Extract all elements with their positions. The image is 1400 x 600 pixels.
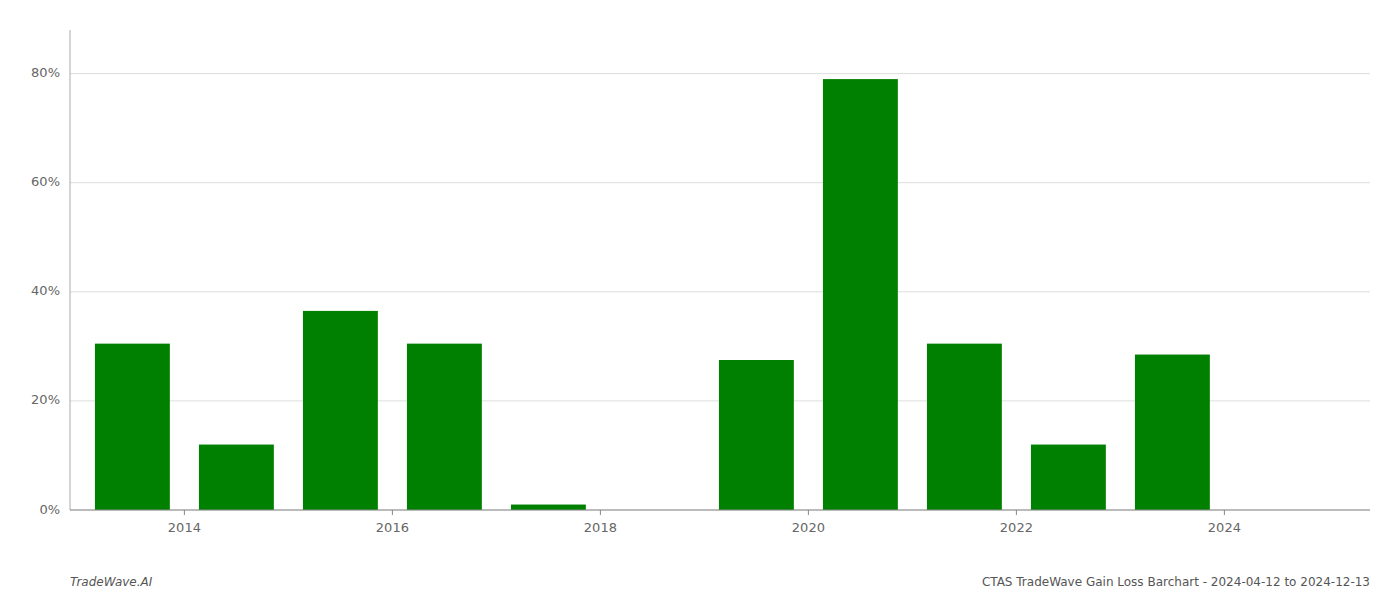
bar (1031, 445, 1106, 510)
bar (823, 79, 898, 510)
x-tick-label: 2020 (792, 520, 825, 535)
x-axis-line (70, 510, 1370, 511)
x-tick-label: 2014 (168, 520, 201, 535)
grid-line (70, 182, 1370, 183)
bars (95, 79, 1210, 510)
y-tick-label: 40% (31, 283, 60, 298)
grid-line (70, 291, 1370, 292)
x-tick (392, 510, 393, 515)
x-tick-label: 2024 (1208, 520, 1241, 535)
chart-container: 0% 20% 40% 60% 80% 2014 2016 2018 2020 2022 2024 Tr… (0, 0, 1400, 600)
annotation: CTAS TradeWave Gain Loss Barchart - 2024… (982, 575, 1370, 589)
y-axis: 0% 20% 40% 60% 80% (31, 30, 70, 517)
y-grid (70, 74, 1370, 510)
bar (407, 344, 482, 510)
bar (199, 445, 274, 510)
y-axis-line (70, 30, 71, 510)
bar (511, 505, 586, 510)
x-tick (600, 510, 601, 515)
y-tick-label: 0% (39, 502, 60, 517)
grid-line (70, 510, 1370, 511)
bar (1135, 355, 1210, 510)
x-tick (808, 510, 809, 515)
bar (719, 360, 794, 510)
x-axis: 2014 2016 2018 2020 2022 2024 (70, 510, 1370, 535)
y-tick-label: 80% (31, 65, 60, 80)
x-tick-label: 2016 (376, 520, 409, 535)
x-tick-label: 2022 (1000, 520, 1033, 535)
x-tick (1016, 510, 1017, 515)
bar (95, 344, 170, 510)
bar (303, 311, 378, 510)
annotation: TradeWave.AI (70, 575, 153, 589)
bar (927, 344, 1002, 510)
chart: 0% 20% 40% 60% 80% 2014 2016 2018 2020 2022 2024 Tr… (0, 0, 1400, 600)
x-tick (184, 510, 185, 515)
x-tick (1224, 510, 1225, 515)
y-tick-label: 20% (31, 392, 60, 407)
y-tick-label: 60% (31, 174, 60, 189)
grid-line (70, 73, 1370, 74)
x-tick-label: 2018 (584, 520, 617, 535)
